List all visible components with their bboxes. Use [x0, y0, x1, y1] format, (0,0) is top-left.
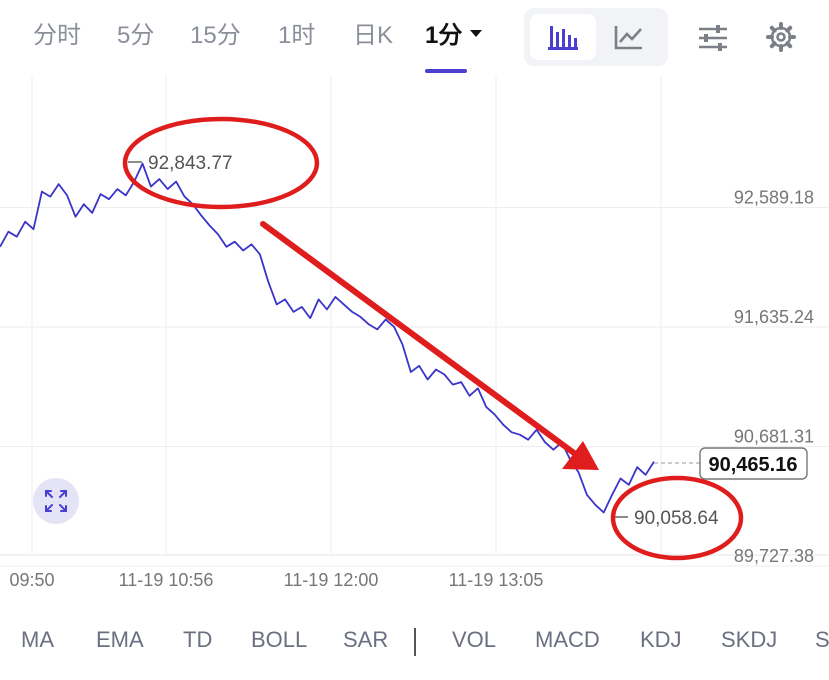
y-tick-label: 92,589.18 — [734, 187, 814, 207]
chevron-down-icon — [470, 30, 483, 38]
x-tick-label: 11-19 12:00 — [284, 570, 379, 590]
indicator-ma[interactable]: MA — [21, 627, 54, 652]
line-view-button[interactable] — [596, 14, 662, 60]
active-tab-indicator — [425, 69, 467, 73]
expand-arrows-icon — [45, 490, 67, 512]
tab-5min[interactable]: 5分 — [117, 22, 155, 49]
y-tick-label: 90,681.31 — [734, 427, 814, 447]
tab-15min[interactable]: 15分 — [190, 22, 241, 49]
settings-button[interactable] — [761, 17, 801, 57]
price-chart[interactable]: 92,589.18 91,635.24 90,681.31 89,727.38 09:… — [0, 76, 829, 602]
indicator-td[interactable]: TD — [183, 627, 213, 652]
indicator-settings-button[interactable] — [693, 18, 733, 58]
y-tick-label: 91,635.24 — [734, 307, 814, 327]
indicator-kdj[interactable]: KDJ — [640, 627, 682, 652]
y-axis-labels: 92,589.18 91,635.24 90,681.31 89,727.38 — [734, 187, 814, 566]
chart-type-toggle — [524, 8, 668, 66]
candlestick-view-button[interactable] — [530, 14, 596, 60]
downtrend-arrow-line — [260, 221, 577, 456]
tab-1hour[interactable]: 1时 — [278, 22, 316, 49]
line-chart-icon — [614, 26, 642, 50]
x-axis-labels: 09:50 11-19 10:56 11-19 12:00 11-19 13:05 — [9, 570, 543, 590]
tab-daily[interactable]: 日K — [353, 22, 394, 49]
x-tick-label: 11-19 10:56 — [119, 570, 214, 590]
y-tick-label: 89,727.38 — [734, 546, 814, 566]
high-price-label: 92,843.77 — [148, 153, 233, 174]
gear-icon — [766, 22, 796, 52]
indicator-skdj[interactable]: SKDJ — [721, 627, 778, 652]
low-price-circle — [610, 475, 744, 561]
last-price-box — [699, 447, 808, 480]
tab-timeshare[interactable]: 分时 — [33, 22, 81, 49]
high-price-circle — [122, 116, 320, 210]
timeframe-bar: 分时 5分 15分 1时 日K 1分 — [0, 0, 829, 76]
indicator-vol[interactable]: VOL — [452, 627, 497, 652]
indicator-separator — [414, 628, 416, 656]
chart-grid — [0, 76, 829, 567]
price-chart-svg: 92,589.18 91,635.24 90,681.31 89,727.38 09:… — [0, 76, 829, 590]
tab-1min-label: 1分 — [425, 22, 463, 49]
price-line — [0, 162, 655, 514]
indicator-macd[interactable]: MACD — [535, 627, 600, 652]
tab-1min[interactable]: 1分 — [425, 20, 483, 52]
sliders-icon — [699, 25, 727, 51]
x-tick-label: 11-19 13:05 — [449, 570, 544, 590]
fullscreen-button[interactable] — [33, 478, 79, 524]
indicator-s[interactable]: S — [815, 627, 829, 652]
indicator-bar: MA EMA TD BOLL SAR VOL MACD KDJ SKDJ S — [0, 606, 829, 672]
indicator-boll[interactable]: BOLL — [251, 627, 308, 652]
downtrend-arrow-head — [562, 441, 599, 470]
last-price-label: 90,465.16 — [709, 454, 798, 476]
low-price-label: 90,058.64 — [634, 508, 719, 529]
indicator-sar[interactable]: SAR — [343, 627, 389, 652]
x-tick-label: 09:50 — [9, 570, 54, 590]
candlestick-bars-icon — [548, 26, 578, 50]
indicator-ema[interactable]: EMA — [96, 627, 144, 652]
